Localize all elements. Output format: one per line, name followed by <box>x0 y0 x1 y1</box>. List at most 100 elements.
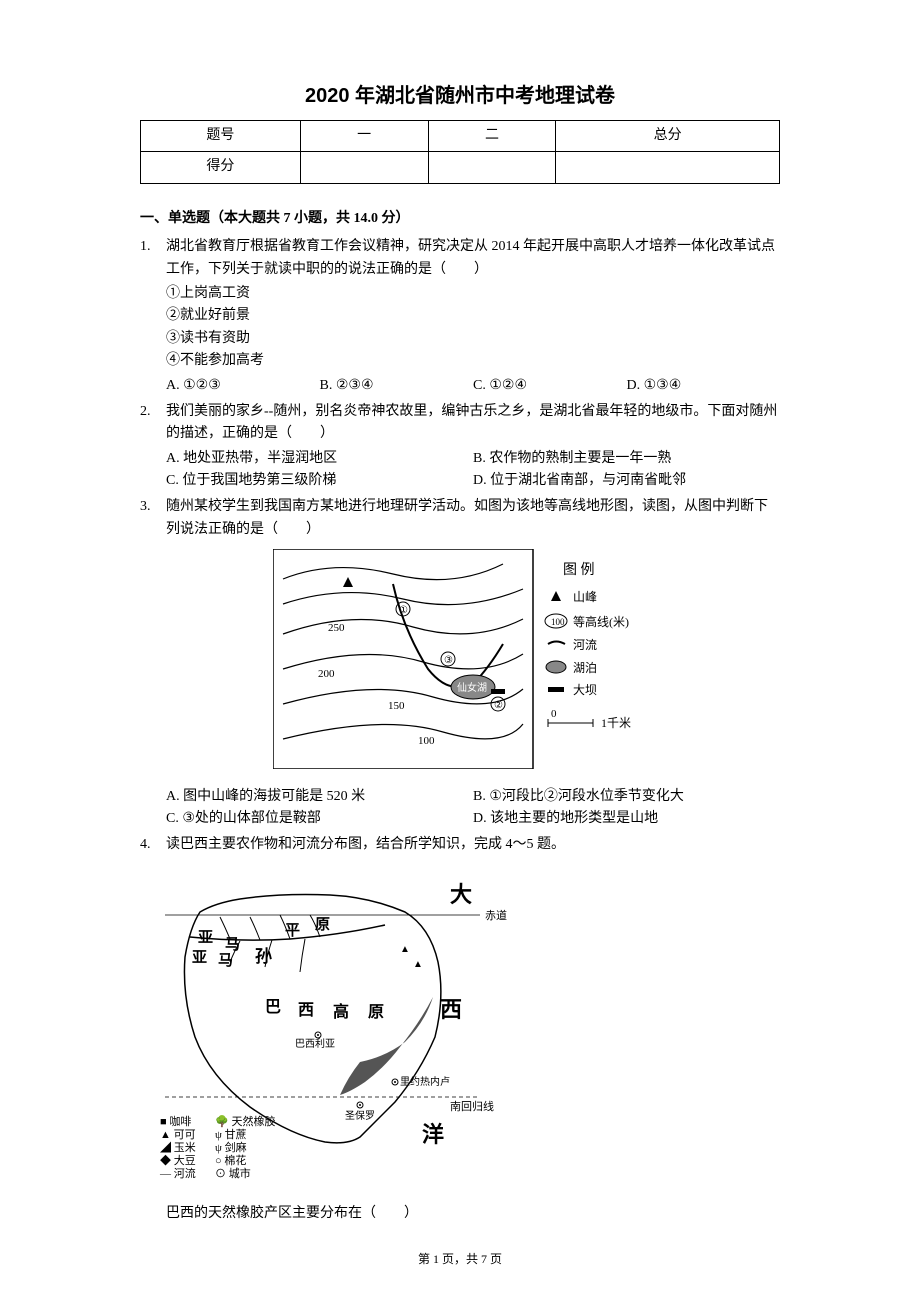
cell-label: 得分 <box>141 152 301 183</box>
ocean-label: 洋 <box>422 1122 444 1147</box>
option-c: C. 位于我国地势第三级阶梯 <box>166 470 473 492</box>
region-char: 西 <box>298 1001 314 1019</box>
region-char: 马 <box>218 952 233 969</box>
list-item: ③读书有资助 <box>166 328 780 350</box>
point-marker: ③ <box>444 655 453 666</box>
list-item: ②就业好前景 <box>166 305 780 327</box>
options-row: A. ①②③ B. ②③④ C. ①②④ D. ①③④ <box>166 375 780 397</box>
legend-item: ◢ 玉米 <box>160 1141 196 1154</box>
legend-label: 山峰 <box>573 590 597 604</box>
options-grid: A. 地处亚热带，半湿润地区 B. 农作物的熟制主要是一年一熟 C. 位于我国地… <box>166 448 780 493</box>
question-text: 读巴西主要农作物和河流分布图，结合所学知识，完成 4～5 题。 <box>166 834 780 856</box>
option-c: C. ①②④ <box>473 375 627 397</box>
cell <box>428 152 556 183</box>
scale-zero: 0 <box>551 708 557 720</box>
table-row: 得分 <box>141 152 780 183</box>
legend-item: ▲ 可可 <box>160 1129 196 1141</box>
point-marker: ① <box>399 605 408 616</box>
question-text: 随州某校学生到我国南方某地进行地理研学活动。如图为该地等高线地形图，读图，从图中… <box>166 496 780 541</box>
ocean-label: 西 <box>440 997 462 1022</box>
list-item: ④不能参加高考 <box>166 350 780 372</box>
contour-map-svg: 250 200 150 100 仙女湖 ① <box>273 549 673 769</box>
legend-item: ◆ 大豆 <box>160 1153 196 1167</box>
region-char: 巴 <box>265 998 281 1016</box>
question-body: 随州某校学生到我国南方某地进行地理研学活动。如图为该地等高线地形图，读图，从图中… <box>166 496 780 830</box>
region-char: 亚 <box>192 949 207 966</box>
symbol: ▲ <box>400 944 410 955</box>
question-number: 1. <box>140 236 166 397</box>
legend-label: 湖泊 <box>573 660 597 675</box>
option-d: D. 该地主要的地形类型是山地 <box>473 808 780 830</box>
option-b: B. ②③④ <box>320 375 474 397</box>
scale-label: 1千米 <box>601 716 631 730</box>
legend-label: 河流 <box>573 638 597 652</box>
legend-item: ■ 咖啡 <box>160 1114 191 1128</box>
region-char: 马 <box>225 936 240 953</box>
option-d: D. ①③④ <box>627 375 781 397</box>
brazil-map-figure: 赤道 南回归线 亚 马 孙 平 原 亚 马 巴 西 高 原 大 西 洋 巴西利亚 <box>140 867 780 1195</box>
city-label: 里约热内卢 <box>400 1075 450 1088</box>
question-number: 4. <box>140 834 166 858</box>
symbol: ▲ <box>413 959 423 970</box>
question-text: 湖北省教育厅根据省教育工作会议精神，研究决定从 2014 年起开展中高职人才培养… <box>166 236 780 281</box>
section-header: 一、单选题（本大题共 7 小题，共 14.0 分） <box>140 208 780 230</box>
option-a: A. 图中山峰的海拔可能是 520 米 <box>166 786 473 808</box>
question-body: 我们美丽的家乡--随州，别名炎帝神农故里，编钟古乐之乡，是湖北省最年轻的地级市。… <box>166 401 780 493</box>
question-3: 3. 随州某校学生到我国南方某地进行地理研学活动。如图为该地等高线地形图，读图，… <box>140 496 780 830</box>
cell <box>556 152 780 183</box>
cell: 总分 <box>556 121 780 152</box>
option-b: B. 农作物的熟制主要是一年一熟 <box>473 448 780 470</box>
tropic-label: 南回归线 <box>450 1099 494 1113</box>
legend-label: 大坝 <box>573 683 597 697</box>
cell: 二 <box>428 121 556 152</box>
contour-label: 100 <box>418 735 435 747</box>
brazil-map-svg: 赤道 南回归线 亚 马 孙 平 原 亚 马 巴 西 高 原 大 西 洋 巴西利亚 <box>140 867 540 1187</box>
point-marker: ② <box>494 700 503 711</box>
question-4: 4. 读巴西主要农作物和河流分布图，结合所学知识，完成 4～5 题。 <box>140 834 780 858</box>
page-footer: 第 1 页，共 7 页 <box>140 1250 780 1269</box>
legend-label: 等高线(米) <box>573 614 629 629</box>
option-b: B. ①河段比②河段水位季节变化大 <box>473 786 780 808</box>
cell <box>300 152 428 183</box>
option-a: A. 地处亚热带，半湿润地区 <box>166 448 473 470</box>
option-c: C. ③处的山体部位是鞍部 <box>166 808 473 830</box>
option-a: A. ①②③ <box>166 375 320 397</box>
question-4-subtext: 巴西的天然橡胶产区主要分布在（ ） <box>140 1203 780 1225</box>
table-row: 题号 一 二 总分 <box>141 121 780 152</box>
contour-label: 150 <box>388 700 405 712</box>
question-2: 2. 我们美丽的家乡--随州，别名炎帝神农故里，编钟古乐之乡，是湖北省最年轻的地… <box>140 401 780 493</box>
city-label: 圣保罗 <box>345 1109 375 1122</box>
legend-title: 图 例 <box>563 562 595 578</box>
contour-label: 200 <box>318 668 335 680</box>
region-char: 亚 <box>198 929 213 946</box>
question-body: 湖北省教育厅根据省教育工作会议精神，研究决定从 2014 年起开展中高职人才培养… <box>166 236 780 397</box>
question-number: 3. <box>140 496 166 830</box>
page-title: 2020 年湖北省随州市中考地理试卷 <box>140 80 780 112</box>
lake-label: 仙女湖 <box>457 681 487 694</box>
legend-item: ○ 棉花 <box>215 1153 246 1167</box>
legend-item: ⊙ 城市 <box>215 1166 251 1180</box>
question-1: 1. 湖北省教育厅根据省教育工作会议精神，研究决定从 2014 年起开展中高职人… <box>140 236 780 397</box>
option-d: D. 位于湖北省南部，与河南省毗邻 <box>473 470 780 492</box>
region-char: 高 <box>333 1002 349 1021</box>
ocean-label: 大 <box>450 882 472 907</box>
region-char: 平 <box>285 922 300 939</box>
city-label: 巴西利亚 <box>295 1038 335 1050</box>
equator-label: 赤道 <box>485 908 507 922</box>
question-text: 我们美丽的家乡--随州，别名炎帝神农故里，编钟古乐之乡，是湖北省最年轻的地级市。… <box>166 401 780 446</box>
contour-label: 250 <box>328 622 345 634</box>
legend-item: 🌳 天然橡胶 <box>215 1114 275 1128</box>
score-table: 题号 一 二 总分 得分 <box>140 120 780 184</box>
cell: 一 <box>300 121 428 152</box>
legend-item: ψ 剑麻 <box>215 1140 247 1154</box>
legend-item: — 河流 <box>159 1166 196 1180</box>
region-char: 原 <box>368 1003 384 1021</box>
question-number: 2. <box>140 401 166 493</box>
options-grid: A. 图中山峰的海拔可能是 520 米 B. ①河段比②河段水位季节变化大 C.… <box>166 786 780 831</box>
question-body: 读巴西主要农作物和河流分布图，结合所学知识，完成 4～5 题。 <box>166 834 780 858</box>
region-char: 孙 <box>255 946 272 966</box>
cell-label: 题号 <box>141 121 301 152</box>
list-item: ①上岗高工资 <box>166 283 780 305</box>
contour-map-figure: 250 200 150 100 仙女湖 ① <box>166 549 780 777</box>
region-char: 原 <box>315 916 330 933</box>
